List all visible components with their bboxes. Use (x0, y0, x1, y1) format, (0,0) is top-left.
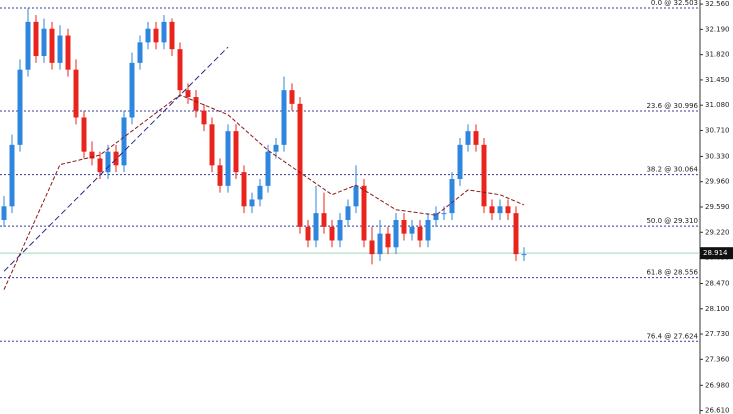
y-tick-label: 29.960 (705, 178, 730, 186)
candle-body (305, 226, 311, 241)
candle-body (1, 206, 7, 220)
candle-body (193, 97, 199, 111)
candle-body (329, 226, 335, 241)
candle-body (97, 158, 103, 173)
candle-body (521, 254, 527, 256)
candle-body (345, 206, 351, 220)
y-tick-label: 30.330 (705, 152, 730, 160)
moving-average (3, 94, 525, 290)
candle-body (489, 206, 495, 214)
candle-body (273, 144, 279, 152)
y-tick-label: 31.080 (705, 101, 730, 109)
current-price-label: 28.914 (703, 249, 728, 257)
candle-body (41, 28, 47, 57)
candle-body (121, 117, 127, 166)
y-tick-label: 31.450 (705, 76, 730, 84)
candle-body (161, 21, 167, 43)
y-tick-label: 27.730 (705, 330, 730, 338)
y-tick-label: 27.360 (705, 355, 730, 363)
candle-body (241, 172, 247, 207)
candle-body (225, 131, 231, 186)
candle-body (185, 90, 191, 98)
candle-body (249, 199, 255, 207)
current-price-box (700, 247, 733, 260)
fib-label: 61.8 @ 28.556 (646, 269, 698, 277)
y-tick-label: 29.220 (705, 228, 730, 236)
fib-label: 76.4 @ 27.624 (646, 332, 698, 340)
candle-body (281, 90, 287, 145)
candle-body (505, 206, 511, 214)
candle-body (33, 21, 39, 57)
candle-body (425, 219, 431, 241)
candle-body (337, 219, 343, 241)
candle-body (49, 28, 55, 63)
y-tick-label: 32.560 (705, 0, 730, 8)
y-tick-label: 32.190 (705, 25, 730, 33)
candle-body (153, 28, 159, 43)
candle-body (177, 49, 183, 91)
candle-body (465, 131, 471, 145)
candle-body (65, 35, 71, 70)
candle-body (169, 21, 175, 50)
y-tick-label: 26.980 (705, 381, 730, 389)
candle-body (217, 165, 223, 186)
candle-body (433, 213, 439, 220)
candle-body (441, 213, 447, 215)
candle-body (313, 213, 319, 241)
fib-label: 23.6 @ 30.996 (646, 102, 698, 110)
y-tick-label: 30.710 (705, 126, 730, 134)
candle-body (369, 240, 375, 255)
y-tick-label: 28.100 (705, 305, 730, 313)
candle-body (265, 151, 271, 186)
candle-body (89, 151, 95, 159)
candle-body (289, 90, 295, 104)
candle-body (385, 233, 391, 248)
candle-body (257, 185, 263, 200)
candle-body (481, 144, 487, 207)
candle-body (145, 28, 151, 43)
candle-body (449, 178, 455, 214)
candle-body (129, 62, 135, 118)
fib-label: 38.2 @ 30.064 (646, 166, 698, 174)
candle-body (9, 144, 15, 207)
candle-body (81, 117, 87, 152)
y-tick-label: 29.590 (705, 203, 730, 211)
candle-body (393, 219, 399, 248)
candle-body (513, 213, 519, 255)
candle-body (353, 185, 359, 207)
candle-body (321, 213, 327, 227)
candle-body (361, 185, 367, 241)
candle-body (401, 219, 407, 234)
y-tick-label: 28.470 (705, 280, 730, 288)
candle-body (25, 21, 31, 70)
fib-label: 50.0 @ 29.310 (646, 217, 698, 225)
candle-body (201, 110, 207, 125)
candle-body (497, 206, 503, 214)
candle-body (473, 131, 479, 145)
candle-body (17, 69, 23, 145)
candle-body (105, 151, 111, 173)
candle-body (409, 226, 415, 234)
y-tick-label: 26.610 (705, 407, 730, 414)
candle-body (209, 124, 215, 166)
candle-body (457, 144, 463, 179)
candle-body (233, 131, 239, 173)
fib-label: 0.0 @ 32.503 (651, 0, 698, 7)
candle-body (137, 42, 143, 63)
y-tick-label: 31.820 (705, 51, 730, 59)
trendline (3, 46, 229, 272)
candle-body (297, 103, 303, 227)
candle-body (73, 69, 79, 118)
candle-body (57, 35, 63, 63)
candle-body (377, 233, 383, 255)
candle-body (417, 226, 423, 241)
